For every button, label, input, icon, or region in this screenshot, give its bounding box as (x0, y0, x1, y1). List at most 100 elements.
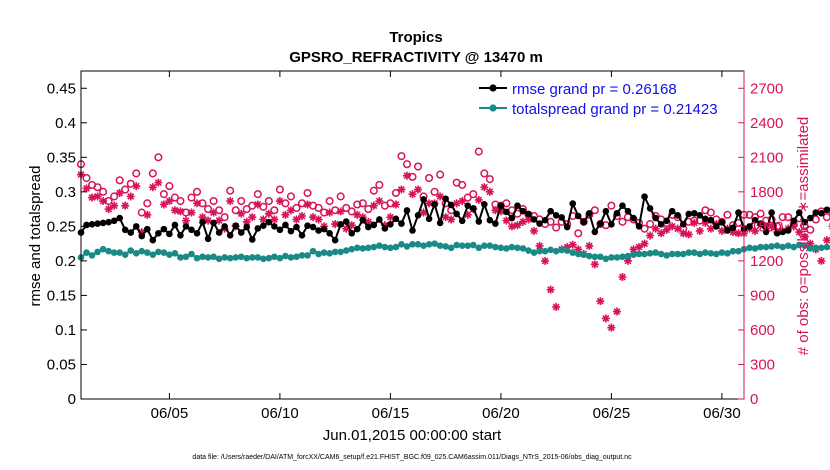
rmse-marker (127, 229, 135, 236)
assimilated-obs-marker (806, 239, 815, 248)
y-tick-label-left: 0.3 (55, 184, 76, 201)
assimilated-obs-marker (286, 206, 295, 215)
totalspread-marker (784, 242, 792, 250)
totalspread-marker (713, 250, 720, 258)
possible-obs-marker (413, 162, 423, 171)
rmse-marker (425, 215, 433, 223)
rmse-marker (392, 215, 400, 223)
possible-obs-marker (286, 192, 296, 201)
rmse-marker (248, 236, 256, 243)
possible-obs-marker (485, 175, 494, 184)
assimilated-obs-marker (292, 215, 301, 224)
totalspread-marker (392, 243, 400, 251)
totalspread-marker (818, 244, 825, 252)
y-tick-label-right: 900 (750, 287, 775, 304)
rmse-marker (481, 200, 488, 208)
rmse-marker (276, 226, 284, 234)
totalspread-marker (149, 251, 157, 258)
rmse-line (80, 195, 830, 242)
series-rmse (77, 193, 830, 244)
assimilated-obs-marker (717, 226, 726, 235)
assimilated-obs-marker (275, 197, 284, 206)
possible-obs-marker (358, 199, 367, 208)
totalspread-marker (608, 254, 615, 261)
assimilated-obs-marker (126, 192, 135, 201)
rmse-marker (503, 208, 510, 216)
possible-obs-marker (458, 180, 467, 189)
assimilated-obs-marker (673, 224, 682, 233)
rmse-marker (536, 220, 543, 227)
rmse-marker (398, 220, 405, 227)
possible-obs-marker (723, 210, 732, 219)
rmse-marker (271, 223, 278, 230)
totalspread-marker (768, 243, 775, 250)
possible-obs-marker (574, 229, 583, 238)
rmse-marker (171, 221, 179, 229)
rmse-marker (768, 209, 775, 216)
assimilated-obs-marker (596, 297, 605, 306)
totalspread-marker (619, 253, 626, 261)
rmse-marker (309, 223, 317, 231)
assimilated-obs-marker (104, 205, 113, 214)
totalspread-marker (702, 249, 709, 256)
rmse-marker (707, 216, 715, 224)
rmse-marker (265, 218, 273, 226)
assimilated-obs-marker (303, 200, 312, 209)
assimilated-obs-marker (767, 222, 776, 231)
possible-obs-marker (159, 190, 168, 199)
assimilated-obs-marker (425, 199, 434, 208)
rmse-marker (735, 209, 742, 216)
legend-totalspread-marker (489, 104, 497, 112)
possible-obs-marker (469, 190, 478, 199)
assimilated-obs-marker (226, 197, 235, 206)
assimilated-obs-marker (187, 208, 196, 217)
rmse-marker (652, 214, 659, 222)
rmse-marker (619, 202, 626, 209)
assimilated-obs-marker (193, 199, 202, 208)
assimilated-obs-marker (563, 243, 572, 252)
assimilated-obs-marker (452, 199, 461, 208)
assimilated-obs-marker (137, 228, 146, 237)
possible-obs-marker (336, 192, 345, 201)
totalspread-marker (536, 247, 543, 255)
totalspread-marker (442, 243, 449, 250)
rmse-marker (331, 236, 339, 244)
rmse-marker (586, 209, 593, 217)
totalspread-marker (591, 253, 599, 261)
assimilated-obs-marker (607, 323, 616, 332)
totalspread-marker (724, 249, 731, 257)
totalspread-marker (381, 243, 389, 251)
assimilated-obs-marker (485, 187, 494, 196)
assimilated-obs-marker (154, 178, 163, 187)
assimilated-obs-marker (519, 217, 527, 226)
assimilated-obs-marker (800, 232, 809, 241)
rmse-marker (646, 205, 654, 212)
possible-obs-marker (646, 220, 655, 229)
possible-obs-marker (590, 206, 599, 215)
totalspread-marker (519, 245, 527, 252)
rmse-marker (762, 228, 770, 236)
totalspread-marker (221, 254, 228, 261)
totalspread-marker (132, 249, 140, 257)
rmse-marker (823, 206, 830, 214)
totalspread-marker (182, 253, 190, 261)
assimilated-obs-marker (552, 302, 561, 311)
assimilated-obs-marker (242, 217, 251, 226)
totalspread-marker (99, 245, 107, 253)
rmse-marker (795, 209, 803, 216)
possible-obs-marker (170, 193, 179, 202)
totalspread-marker (315, 250, 322, 258)
assimilated-obs-marker (651, 224, 660, 233)
totalspread-marker (641, 250, 648, 258)
possible-obs-marker (353, 200, 362, 209)
y-tick-label-left: 0.4 (55, 115, 76, 132)
assimilated-obs-marker (215, 216, 224, 225)
possible-obs-marker (231, 206, 240, 215)
rmse-marker (779, 228, 786, 236)
rmse-marker (254, 225, 262, 232)
rmse-marker (121, 226, 129, 234)
rmse-marker (525, 210, 532, 218)
totalspread-marker (690, 249, 698, 256)
assimilated-obs-marker (336, 207, 345, 216)
rmse-marker (801, 218, 809, 226)
